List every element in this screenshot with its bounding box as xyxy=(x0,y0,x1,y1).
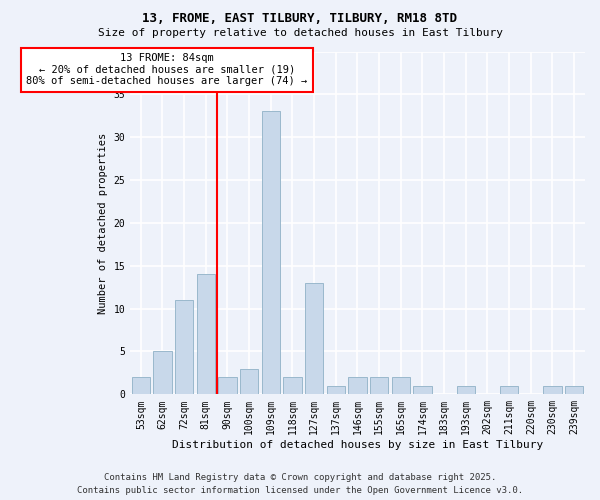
Bar xyxy=(500,386,518,394)
Bar xyxy=(370,377,388,394)
Bar xyxy=(131,377,150,394)
Bar xyxy=(175,300,193,394)
Bar xyxy=(543,386,562,394)
Bar xyxy=(326,386,345,394)
X-axis label: Distribution of detached houses by size in East Tilbury: Distribution of detached houses by size … xyxy=(172,440,543,450)
Text: 13 FROME: 84sqm
← 20% of detached houses are smaller (19)
80% of semi-detached h: 13 FROME: 84sqm ← 20% of detached houses… xyxy=(26,53,307,86)
Text: Contains HM Land Registry data © Crown copyright and database right 2025.: Contains HM Land Registry data © Crown c… xyxy=(104,474,496,482)
Bar xyxy=(218,377,236,394)
Bar xyxy=(240,368,259,394)
Bar xyxy=(565,386,583,394)
Bar xyxy=(413,386,432,394)
Bar xyxy=(457,386,475,394)
Y-axis label: Number of detached properties: Number of detached properties xyxy=(98,132,108,314)
Bar xyxy=(392,377,410,394)
Bar xyxy=(283,377,302,394)
Text: Size of property relative to detached houses in East Tilbury: Size of property relative to detached ho… xyxy=(97,28,503,38)
Bar xyxy=(197,274,215,394)
Text: 13, FROME, EAST TILBURY, TILBURY, RM18 8TD: 13, FROME, EAST TILBURY, TILBURY, RM18 8… xyxy=(143,12,458,26)
Bar xyxy=(348,377,367,394)
Text: Contains public sector information licensed under the Open Government Licence v3: Contains public sector information licen… xyxy=(77,486,523,495)
Bar xyxy=(262,112,280,395)
Bar xyxy=(305,283,323,395)
Bar xyxy=(153,352,172,395)
